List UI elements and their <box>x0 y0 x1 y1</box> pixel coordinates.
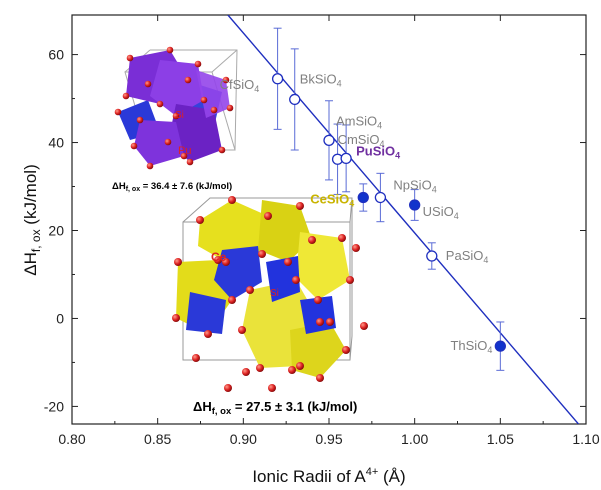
point-label-amsio: AmSiO4 <box>336 113 382 130</box>
compound-name: CmSiO <box>338 132 380 147</box>
si-atom-label-upper: Si <box>270 288 279 299</box>
point-label-npsio: NpSiO4 <box>393 178 436 195</box>
x-tick-label: 0.95 <box>315 431 342 447</box>
compound-name: BkSiO <box>300 71 337 86</box>
compound-subscript: 4 <box>349 199 354 209</box>
point-label-cfsio: CfSiO4 <box>220 77 260 94</box>
point-label-cesio: CeSiO4 <box>310 192 354 209</box>
compound-subscript: 4 <box>337 78 342 88</box>
x-tick-label: 0.80 <box>58 431 85 447</box>
compound-subscript: 4 <box>395 150 400 160</box>
point-label-pasio: PaSiO4 <box>446 248 489 265</box>
compound-subscript: 4 <box>379 139 384 149</box>
data-point-bksio <box>289 93 301 106</box>
compound-name: AmSiO <box>336 113 377 128</box>
pu-atom-label: Pu <box>178 145 191 157</box>
compound-subscript: 4 <box>487 345 492 355</box>
compound-name: USiO <box>423 204 454 219</box>
pu-enthalpy-caption: ΔHf, ox = 36.4 ± 7.6 (kJ/mol) <box>112 181 232 193</box>
ce-silicate-structure-inset: Ce Si Si <box>172 110 368 392</box>
x-tick-label: 0.90 <box>230 431 257 447</box>
x-tick-label: 1.05 <box>487 431 514 447</box>
x-tick-label: 0.85 <box>144 431 171 447</box>
point-label-pusio: PuSiO4 <box>356 143 400 160</box>
x-tick-label: 1.00 <box>401 431 428 447</box>
point-label-bksio: BkSiO4 <box>300 71 342 88</box>
x-tick-label: 1.10 <box>572 431 599 447</box>
compound-subscript: 4 <box>483 255 488 265</box>
data-point-usio <box>409 199 421 211</box>
compound-name: CeSiO <box>310 192 349 207</box>
compound-name: NpSiO <box>393 178 431 193</box>
compound-name: ThSiO <box>450 338 487 353</box>
y-tick-label: 20 <box>48 222 64 238</box>
compound-name: PuSiO <box>356 143 395 158</box>
si-atom-label-pu: Si <box>175 110 184 121</box>
data-point-cfsio <box>271 73 284 85</box>
compound-name: CfSiO <box>220 77 255 92</box>
pu-silicate-structure-inset: Pu <box>114 46 238 170</box>
point-label-usio: USiO4 <box>423 204 459 221</box>
compound-subscript: 4 <box>432 185 437 195</box>
point-label-cmsio: CmSiO4 <box>338 132 385 149</box>
y-tick-label: 40 <box>48 135 64 151</box>
y-axis-title: ΔHf, ox (kJ/mol) <box>21 164 43 276</box>
data-point-pusio <box>340 152 352 165</box>
data-point-npsio <box>374 191 387 204</box>
y-tick-label: 0 <box>56 310 64 326</box>
ce-atom-label: Ce <box>211 250 227 264</box>
compound-subscript: 4 <box>377 120 382 130</box>
ce-enthalpy-caption: ΔHf, ox = 27.5 ± 3.1 (kJ/mol) <box>193 399 357 417</box>
x-axis-title: Ionic Radii of A4+ (Å) <box>252 466 405 486</box>
y-tick-label: -20 <box>44 398 64 414</box>
data-point-amsio <box>323 134 335 146</box>
compound-subscript: 4 <box>454 211 459 221</box>
compound-subscript: 4 <box>254 84 259 94</box>
y-tick-label: 60 <box>48 47 64 63</box>
data-point-pasio <box>426 250 438 262</box>
data-point-cesio <box>357 191 369 204</box>
data-point-thsio <box>494 340 506 352</box>
point-label-thsio: ThSiO4 <box>450 338 492 355</box>
linear-fit-line <box>227 15 580 424</box>
compound-name: PaSiO <box>446 248 484 263</box>
